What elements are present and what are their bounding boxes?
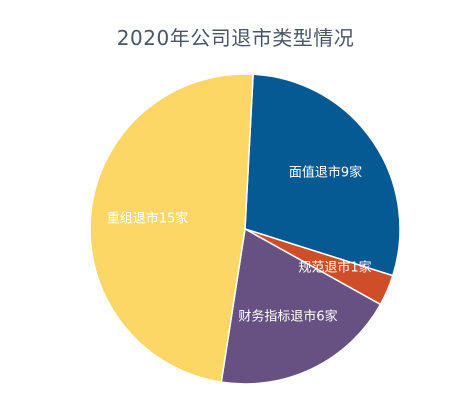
pie-slice-0[interactable] (244, 73, 401, 277)
slice-label-3: 重组退市15家 (107, 210, 189, 226)
pie-slice-3[interactable] (89, 73, 254, 383)
slice-label-2: 财务指标退市6家 (238, 309, 337, 325)
pie-slice-2[interactable] (220, 228, 382, 385)
slice-label-1: 规范退市1家 (298, 259, 371, 275)
chart-title: 2020年公司退市类型情况 (116, 26, 355, 50)
slice-label-0: 面值退市9家 (289, 165, 362, 181)
